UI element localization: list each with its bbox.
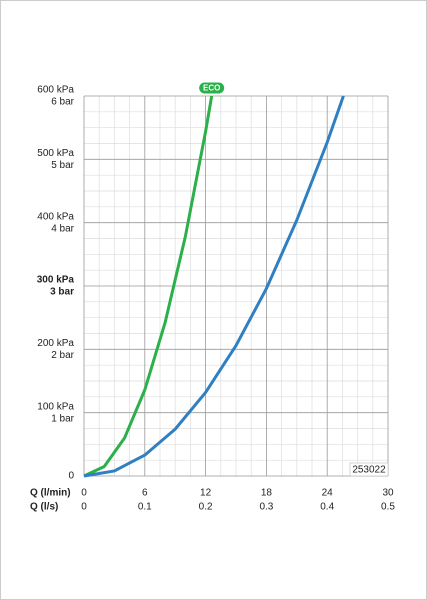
code-box xyxy=(349,462,389,477)
y-tick-label: 100 kPa xyxy=(37,401,74,412)
y-tick-label: 400 kPa xyxy=(37,211,74,222)
x2-tick-label: 0.5 xyxy=(381,502,395,513)
y-tick-sublabel: 2 bar xyxy=(51,350,74,361)
x-tick-label: 12 xyxy=(200,488,212,499)
y-tick-sublabel: 4 bar xyxy=(51,223,74,234)
x2-tick-label: 0.4 xyxy=(320,502,334,513)
x-tick-label: 30 xyxy=(382,488,394,499)
x-tick-label: 18 xyxy=(261,488,273,499)
x2-axis-label: Q (l/s) xyxy=(30,502,58,513)
y-tick-label: 0 xyxy=(68,471,74,482)
y-tick-label: 300 kPa xyxy=(37,275,75,286)
y-tick-sublabel: 1 bar xyxy=(51,413,74,424)
x-tick-label: 24 xyxy=(322,488,334,499)
y-tick-label: 200 kPa xyxy=(37,338,74,349)
series-line xyxy=(83,95,214,478)
y-tick-label: 500 kPa xyxy=(37,148,74,159)
series-name: ECO xyxy=(203,84,220,93)
y-tick-sublabel: 6 bar xyxy=(51,97,74,108)
x-tick-label: 0 xyxy=(81,488,87,499)
series-line xyxy=(83,95,345,478)
y-tick-label: 600 kPa xyxy=(37,85,74,96)
y-tick-sublabel: 3 bar xyxy=(50,287,74,298)
series-name-badge xyxy=(198,81,226,95)
y-tick-sublabel: 5 bar xyxy=(51,160,74,171)
x-tick-label: 6 xyxy=(142,488,148,499)
code-label: 253022 xyxy=(352,465,386,476)
x-axis-label: Q (l/min) xyxy=(30,488,71,499)
x2-tick-label: 0.3 xyxy=(259,502,273,513)
x2-tick-label: 0 xyxy=(81,502,87,513)
x2-tick-label: 0.1 xyxy=(138,502,152,513)
x2-tick-label: 0.2 xyxy=(199,502,213,513)
